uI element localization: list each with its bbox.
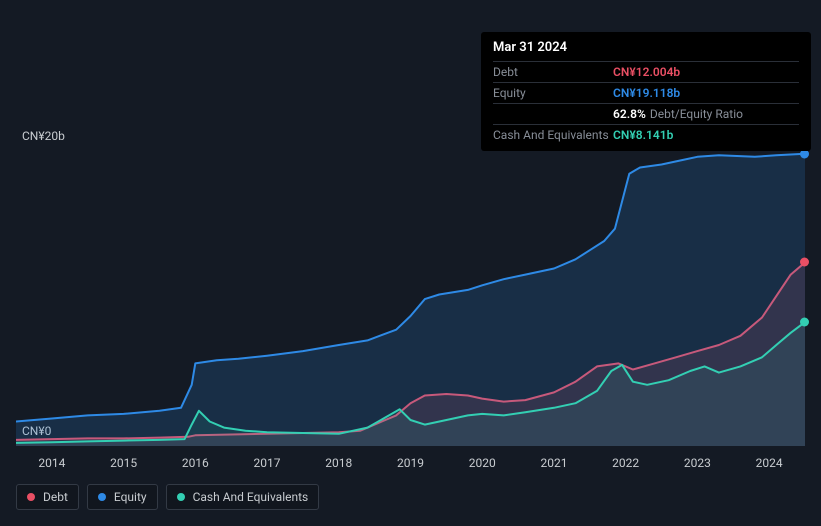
tooltip-row: DebtCN¥12.004b [493,61,799,82]
chart-container: Mar 31 2024 DebtCN¥12.004bEquityCN¥19.11… [16,16,805,510]
chart-legend: Debt Equity Cash And Equivalents [16,484,319,510]
x-axis-tick-label: 2021 [540,456,567,470]
tooltip-row-label [493,107,613,121]
tooltip-row: EquityCN¥19.118b [493,82,799,103]
x-axis-tick-label: 2023 [684,456,711,470]
legend-dot-icon [27,493,35,501]
x-axis-tick-label: 2020 [469,456,496,470]
x-axis-tick-label: 2016 [182,456,209,470]
plot-area[interactable] [16,140,805,446]
tooltip-row-label: Cash And Equivalents [493,128,613,142]
x-axis-tick-label: 2018 [325,456,352,470]
legend-dot-icon [98,493,106,501]
tooltip-date: Mar 31 2024 [493,40,799,55]
series-end-dot-debt [800,258,809,267]
legend-label: Debt [43,490,68,504]
tooltip-row-meta: Debt/Equity Ratio [650,107,743,121]
point-tooltip: Mar 31 2024 DebtCN¥12.004bEquityCN¥19.11… [481,32,811,151]
tooltip-row-value: CN¥19.118b [613,86,799,100]
legend-label: Equity [114,490,147,504]
tooltip-row: Cash And EquivalentsCN¥8.141b [493,124,799,145]
tooltip-row-value: 62.8%Debt/Equity Ratio [613,107,799,121]
series-end-dot-cash-and-equivalents [800,318,809,327]
x-axis-tick-label: 2015 [110,456,137,470]
x-axis-labels: 2014 2015 2016 2017 2018 2019 2020 2021 2022 2023… [16,456,805,470]
x-axis-tick-label: 2019 [397,456,424,470]
tooltip-row-value: CN¥12.004b [613,65,799,79]
tooltip-row-label: Debt [493,65,613,79]
x-axis-tick-label: 2024 [756,456,783,470]
legend-item-debt[interactable]: Debt [16,484,79,510]
legend-item-cash-and-equivalents[interactable]: Cash And Equivalents [166,484,320,510]
x-axis-tick-label: 2022 [612,456,639,470]
chart-svg [16,140,805,446]
legend-label: Cash And Equivalents [193,490,309,504]
legend-dot-icon [177,493,185,501]
x-axis-tick-label: 2014 [38,456,65,470]
tooltip-rows: DebtCN¥12.004bEquityCN¥19.118b62.8%Debt/… [493,61,799,145]
tooltip-row: 62.8%Debt/Equity Ratio [493,103,799,124]
tooltip-row-label: Equity [493,86,613,100]
legend-item-equity[interactable]: Equity [87,484,158,510]
x-axis-tick-label: 2017 [254,456,281,470]
tooltip-row-value: CN¥8.141b [613,128,799,142]
